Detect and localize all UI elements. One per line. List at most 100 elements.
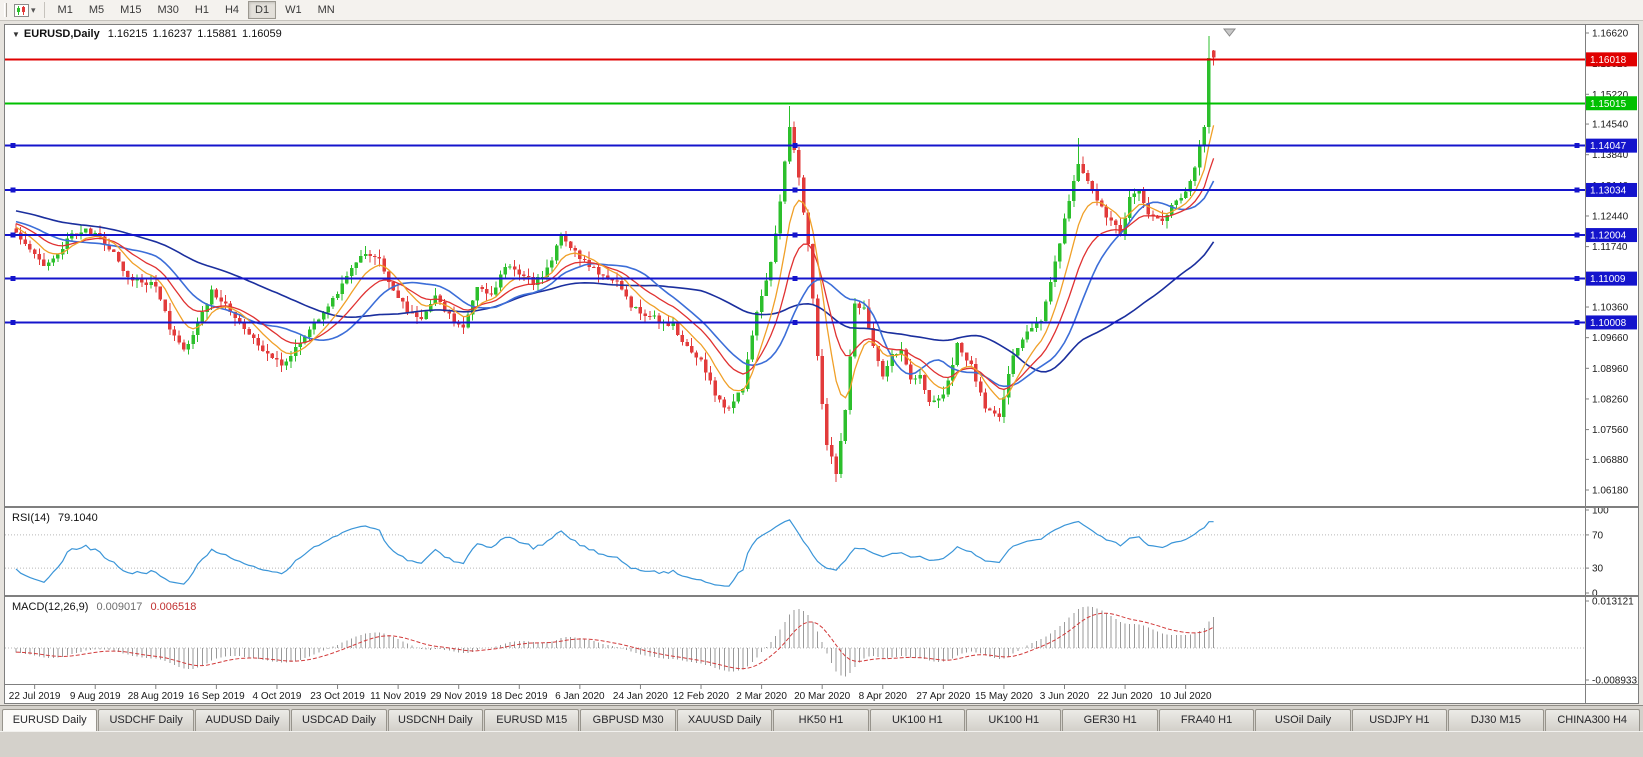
chart-tab-usdcnh-daily-4[interactable]: USDCNH Daily: [387, 709, 484, 731]
hline-handle-1.14047[interactable]: [1574, 143, 1580, 149]
svg-text:1.11740: 1.11740: [1592, 242, 1628, 253]
hline-handle-1.12004[interactable]: [792, 232, 798, 238]
macd-signal-line: [15, 612, 1214, 670]
svg-text:1.07560: 1.07560: [1592, 425, 1629, 436]
timeframe-button-m30[interactable]: M30: [157, 4, 179, 16]
svg-text:29 Nov 2019: 29 Nov 2019: [430, 691, 487, 702]
timeframe-buttons-group: M1 M5 M15 M30 H1 H4 D1 W1 MN: [50, 1, 343, 19]
price-tag-label-1.11009: 1.11009: [1590, 274, 1626, 285]
macd-name: MACD(12,26,9): [12, 601, 89, 613]
rsi-value: 79.1040: [57, 512, 98, 524]
ma-line-fast-orange: [15, 125, 1215, 400]
chart-tab-audusd-daily-2[interactable]: AUDUSD Daily: [194, 709, 291, 731]
price-tag-label-1.12004: 1.12004: [1590, 231, 1627, 242]
svg-text:0: 0: [1592, 589, 1598, 600]
chart-tab-uk100-h1-9[interactable]: UK100 H1: [869, 709, 966, 731]
rsi-name: RSI(14): [12, 512, 50, 524]
svg-text:10 Jul 2020: 10 Jul 2020: [1160, 691, 1212, 702]
svg-text:1.12440: 1.12440: [1592, 211, 1629, 222]
svg-text:1.14540: 1.14540: [1592, 120, 1629, 131]
chart-tabbar: EURUSD Daily USDCHF Daily AUDUSD Daily USDC…: [0, 705, 1643, 731]
svg-text:3 Jun 2020: 3 Jun 2020: [1040, 691, 1090, 702]
ohlc-open: 1.16215: [107, 28, 148, 40]
chart-tab-xauusd-daily-7[interactable]: XAUUSD Daily: [676, 709, 773, 731]
hline-handle-1.11009[interactable]: [792, 276, 798, 282]
hline-handle-1.10008[interactable]: [792, 319, 798, 325]
chart-canvas[interactable]: 1.166201.159201.152201.145401.138401.131…: [5, 25, 1638, 703]
timeframe-button-w1[interactable]: W1: [285, 4, 302, 16]
candlestick-chart-icon[interactable]: [12, 3, 31, 18]
chevron-down-icon[interactable]: ▾: [31, 5, 36, 15]
one-click-trading-arrow[interactable]: ▼: [12, 29, 20, 39]
price-tag-1.16018: [1586, 52, 1637, 67]
ohlc-close: 1.16059: [242, 28, 282, 40]
hline-handle-1.12004[interactable]: [10, 232, 16, 238]
svg-text:2 Mar 2020: 2 Mar 2020: [736, 691, 787, 702]
timeframe-button-mn[interactable]: MN: [317, 4, 335, 16]
price-tag-label-1.16018: 1.16018: [1590, 55, 1627, 66]
chart-tab-ger30-h1-11[interactable]: GER30 H1: [1062, 709, 1158, 731]
svg-text:1.08960: 1.08960: [1592, 364, 1629, 375]
chart-tab-usdjpy-h1-14[interactable]: USDJPY H1: [1351, 709, 1448, 731]
chart-tab-eurusd-m15-5[interactable]: EURUSD M15: [484, 709, 580, 731]
svg-text:1.08260: 1.08260: [1592, 394, 1629, 405]
hline-handle-1.13034[interactable]: [1574, 187, 1580, 193]
svg-text:1.06180: 1.06180: [1592, 486, 1629, 497]
svg-text:24 Jan 2020: 24 Jan 2020: [613, 691, 668, 702]
timeframe-button-m15[interactable]: M15: [120, 4, 142, 16]
toolbar-gripper[interactable]: [4, 3, 7, 17]
svg-text:6 Jan 2020: 6 Jan 2020: [555, 691, 605, 702]
rsi-scale[interactable]: 100 70 30 0: [1585, 506, 1609, 600]
price-tag-label-1.15015: 1.15015: [1590, 99, 1627, 110]
chart-symbol-period: EURUSD,Daily: [23, 28, 100, 40]
toolbar-separator: [43, 2, 45, 18]
ohlc-low: 1.15881: [197, 28, 238, 40]
time-scale[interactable]: 22 Jul 2019 9 Aug 2019 28 Aug 2019 16 Sep 2…: [9, 685, 1212, 702]
timeframes-toolbar: ▾ M1 M5 M15 M30 H1 H4 D1 W1 MN: [0, 0, 1643, 21]
price-tag-1.15015: [1586, 96, 1637, 111]
svg-text:70: 70: [1592, 530, 1604, 541]
svg-text:1.13840: 1.13840: [1592, 150, 1629, 161]
hline-handle-1.13034[interactable]: [792, 187, 798, 193]
svg-text:20 Mar 2020: 20 Mar 2020: [794, 691, 851, 702]
hline-handle-1.12004[interactable]: [1574, 232, 1580, 238]
chart-tab-china300-h4-16[interactable]: CHINA300 H4: [1544, 709, 1640, 731]
status-bar: [0, 731, 1643, 757]
svg-text:30: 30: [1592, 564, 1604, 575]
svg-text:23 Oct 2019: 23 Oct 2019: [310, 691, 365, 702]
svg-text:1.06880: 1.06880: [1592, 455, 1629, 466]
hline-handle-1.13034[interactable]: [10, 187, 16, 193]
hline-handle-1.11009[interactable]: [1574, 276, 1580, 282]
hline-handle-1.11009[interactable]: [10, 276, 16, 282]
timeframe-button-d1[interactable]: D1: [248, 1, 277, 19]
chart-tab-hk50-h1-8[interactable]: HK50 H1: [773, 709, 869, 731]
hline-handle-1.14047[interactable]: [10, 143, 16, 149]
timeframe-button-m5[interactable]: M5: [88, 4, 105, 16]
rsi-label: RSI(14) 79.1040: [12, 512, 103, 524]
svg-text:12 Feb 2020: 12 Feb 2020: [673, 691, 730, 702]
timeframe-button-h4[interactable]: H4: [224, 4, 240, 16]
svg-text:1.09660: 1.09660: [1592, 333, 1629, 344]
timeframe-button-h1[interactable]: H1: [194, 4, 209, 16]
chart-window: 1.166201.159201.152201.145401.138401.131…: [4, 24, 1639, 704]
macd-scale[interactable]: 0.013121 -0.008933: [1585, 597, 1637, 687]
ma-line-slow-navy: [15, 210, 1215, 373]
chart-tab-gbpusd-m30-6[interactable]: GBPUSD M30: [580, 709, 676, 731]
chart-tab-usoil-daily-13[interactable]: USOil Daily: [1255, 709, 1351, 731]
hline-handle-1.14047[interactable]: [792, 143, 798, 149]
chart-tab-usdchf-daily-1[interactable]: USDCHF Daily: [98, 709, 194, 731]
hline-handle-1.10008[interactable]: [1574, 319, 1580, 325]
chart-tab-dj30-m15-15[interactable]: DJ30 M15: [1448, 709, 1544, 731]
rsi-line: [15, 519, 1214, 587]
chart-tab-fra40-h1-12[interactable]: FRA40 H1: [1158, 709, 1255, 731]
chart-tab-uk100-h1-10[interactable]: UK100 H1: [966, 709, 1062, 731]
timeframe-button-m1[interactable]: M1: [57, 4, 73, 16]
ohlc-high: 1.16237: [152, 28, 193, 40]
svg-text:27 Apr 2020: 27 Apr 2020: [916, 691, 970, 702]
svg-text:1.15220: 1.15220: [1592, 90, 1629, 101]
chart-tab-eurusd-daily-0[interactable]: EURUSD Daily: [2, 709, 98, 731]
chart-shift-marker[interactable]: [1222, 28, 1237, 37]
chart-tab-usdcad-daily-3[interactable]: USDCAD Daily: [291, 709, 387, 731]
hline-handle-1.10008[interactable]: [10, 319, 16, 325]
